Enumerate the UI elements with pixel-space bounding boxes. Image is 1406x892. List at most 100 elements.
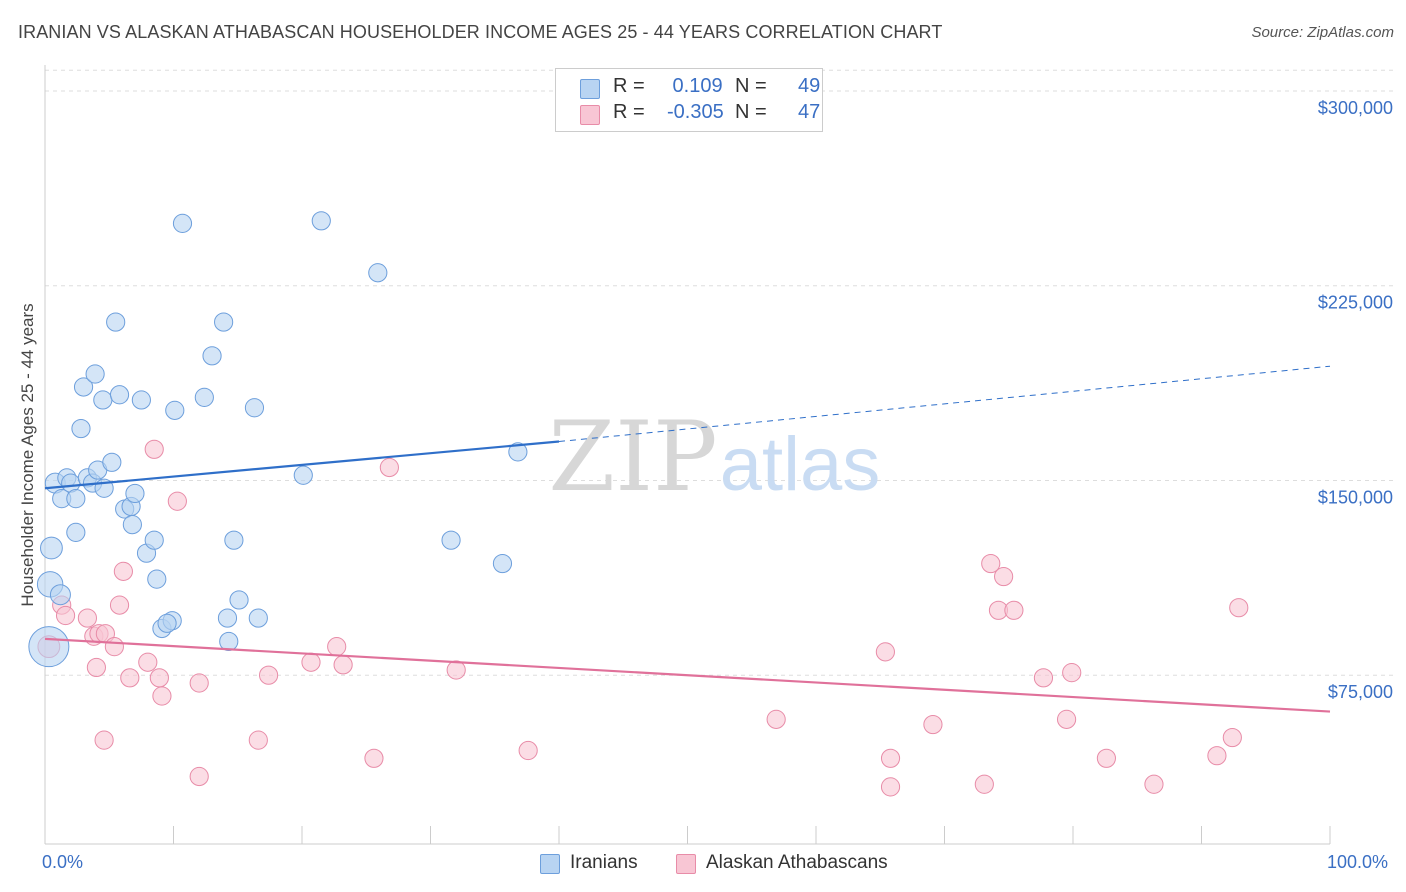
- axes: [44, 65, 1331, 845]
- y-tick-label: $150,000: [1318, 487, 1393, 507]
- alaskan-athabascans-point: [327, 637, 347, 657]
- iranians-point: [172, 213, 193, 233]
- alaskan-athabascans-point: [880, 748, 901, 768]
- iranians-point: [202, 346, 222, 366]
- iranians-point: [49, 584, 71, 606]
- x-tick-label-max: 100.0%: [1327, 852, 1389, 872]
- x-tick-label-min: 0.0%: [42, 852, 84, 872]
- legend-swatch-alaskan-athabascans: [580, 105, 600, 125]
- iranians-point: [244, 398, 265, 418]
- alaskan-athabascans-point: [923, 714, 943, 735]
- y-tick-labels: $75,000 $150,000 $225,000 $300,000: [1318, 98, 1393, 702]
- series-legend-label-alaskan-athabascans: Alaskan Athabascans: [706, 852, 888, 873]
- alaskan-athabascans-point: [94, 730, 114, 750]
- iranians-point: [214, 312, 234, 332]
- alaskan-athabascans-point: [880, 777, 901, 797]
- alaskan-athabascans-point: [766, 709, 786, 729]
- chart-title: IRANIAN VS ALASKAN ATHABASCAN HOUSEHOLDE…: [18, 22, 943, 42]
- alaskan-athabascans-point: [518, 740, 538, 761]
- legend-r-label: R =: [613, 75, 645, 97]
- alaskan-athabascans-point: [86, 657, 106, 678]
- series-legend-swatch-iranians: [540, 854, 560, 874]
- alaskan-athabascans-point: [379, 457, 399, 478]
- legend-n-label: N =: [735, 101, 767, 123]
- alaskan-athabascans-point: [109, 595, 130, 615]
- alaskan-athabascans-point: [1033, 668, 1054, 688]
- iranians-point: [293, 465, 313, 485]
- legend-n-value: 47: [798, 101, 821, 123]
- alaskan-athabascans-point: [1096, 748, 1117, 768]
- y-axis-title: Householder Income Ages 25 - 44 years: [18, 303, 37, 607]
- iranians-point: [224, 530, 244, 550]
- iranians-point: [248, 608, 268, 628]
- watermark-zip: ZIP: [548, 401, 717, 513]
- iranians-point: [93, 390, 113, 410]
- alaskan-athabascans-point: [974, 774, 994, 794]
- trend-lines: [44, 365, 1331, 713]
- alaskan-athabascans-point: [113, 561, 133, 581]
- alaskan-athabascans-point: [120, 668, 140, 688]
- legend-swatch-iranians: [580, 79, 600, 99]
- iranians-point: [28, 626, 70, 668]
- alaskan-athabascans-point: [875, 642, 895, 662]
- iranians-point: [125, 483, 145, 504]
- alaskan-athabascans-point: [55, 605, 76, 626]
- alaskan-athabascans-point: [1056, 709, 1077, 729]
- iranians-point: [229, 590, 249, 610]
- alaskan-athabascans-point: [104, 637, 124, 657]
- iranians-point: [71, 418, 91, 439]
- iranians-point: [66, 522, 86, 542]
- legend-r-value: -0.305: [667, 101, 724, 123]
- iranians-point: [144, 530, 164, 550]
- alaskan-athabascans-point: [167, 491, 187, 511]
- alaskan-athabascans-point: [364, 748, 384, 768]
- iranians-point: [165, 400, 185, 420]
- y-tick-label: $75,000: [1328, 682, 1393, 702]
- alaskan-athabascans-point: [138, 652, 158, 672]
- iranians-point: [147, 569, 167, 589]
- watermark: ZIP atlas: [548, 401, 880, 513]
- legend-r-value: 0.109: [667, 75, 723, 97]
- alaskan-athabascans-point: [994, 566, 1014, 587]
- alaskan-athabascans-point: [1229, 598, 1249, 618]
- alaskan-athabascans-point: [1004, 600, 1024, 620]
- alaskan-athabascans-point: [248, 730, 268, 750]
- alaskan-athabascans-point: [144, 439, 164, 459]
- iranians-point: [40, 536, 63, 560]
- alaskan-athabascans-point: [1222, 727, 1242, 748]
- iranians-point: [109, 385, 130, 405]
- iranians-point: [217, 608, 238, 628]
- iranians-point: [157, 613, 177, 633]
- alaskan-athabascans-point: [189, 766, 209, 787]
- alaskan-athabascans-point: [152, 686, 172, 706]
- iranians-point: [131, 390, 151, 410]
- grid-lines: [45, 69, 1395, 676]
- alaskan-athabascans-point: [446, 660, 466, 680]
- iranians-trend-extension: [558, 365, 1331, 443]
- iranians-point: [368, 263, 388, 283]
- iranians-point: [106, 312, 126, 332]
- iranians-trend-line: [44, 440, 560, 490]
- iranians-point: [102, 452, 122, 472]
- y-tick-label: $225,000: [1318, 293, 1393, 313]
- alaskan-athabascans-point: [189, 673, 209, 693]
- alaskan-athabascans-point: [1062, 663, 1082, 683]
- iranians-point: [85, 364, 105, 384]
- legend-r-label: R =: [613, 101, 645, 123]
- y-tick-label: $300,000: [1318, 98, 1393, 118]
- iranians-point: [441, 530, 461, 550]
- alaskan-athabascans-point: [981, 553, 1001, 574]
- iranians-point: [492, 553, 513, 574]
- iranians-point: [508, 442, 528, 462]
- alaskan-athabascans-point: [301, 652, 321, 672]
- series-legend-swatch-alaskan-athabascans: [676, 854, 696, 874]
- alaskan-athabascans-trend-line: [44, 637, 1331, 713]
- legend-n-value: 49: [798, 75, 821, 97]
- series-iranians: [28, 211, 528, 668]
- alaskan-athabascans-point: [149, 668, 169, 688]
- iranians-point: [66, 489, 86, 509]
- iranians-point: [311, 211, 331, 231]
- iranians-point: [73, 377, 94, 397]
- iranians-point: [219, 631, 239, 652]
